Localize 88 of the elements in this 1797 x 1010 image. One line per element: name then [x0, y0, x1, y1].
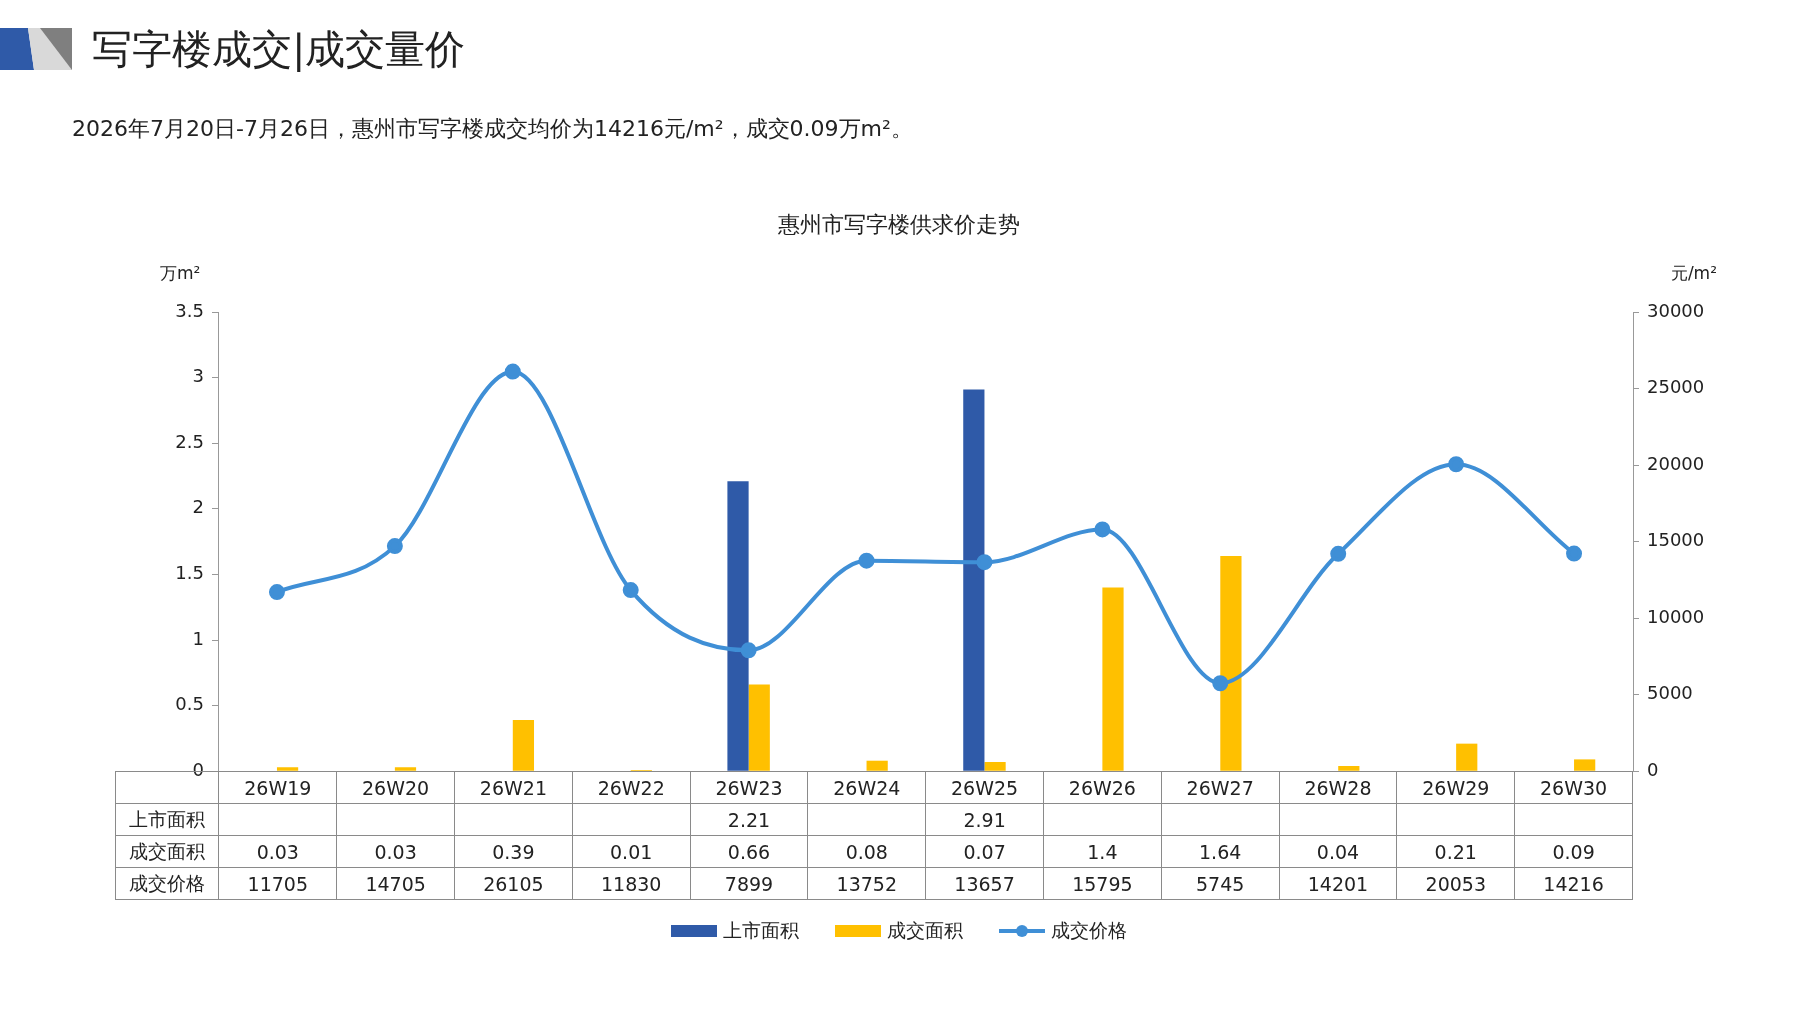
y-tick-label: 0.5 [175, 693, 204, 715]
data-label: 0.07 [925, 835, 1044, 868]
data-label: 11705 [218, 867, 337, 900]
x-tick-label: 26W30 [1514, 771, 1633, 804]
data-label: 0.39 [454, 835, 573, 868]
point [1094, 521, 1111, 538]
x-tick-label: 26W25 [925, 771, 1044, 804]
data-label: 0.21 [1396, 835, 1515, 868]
data-label: 0.66 [690, 835, 808, 868]
data-label: 7899 [690, 867, 808, 900]
data-label: 14216 [1514, 867, 1633, 900]
chart-title: 惠州市写字楼供求价走势 [776, 211, 1021, 239]
point [1212, 675, 1229, 692]
y2-tick-label: 15000 [1647, 529, 1705, 551]
data-label: 5745 [1161, 867, 1280, 900]
y2-axis-title: 元/m² [1670, 262, 1717, 285]
data-label: 0.04 [1279, 835, 1397, 868]
bar [1102, 587, 1124, 771]
bar [1338, 765, 1360, 771]
y2-tick-label: 0 [1647, 758, 1659, 780]
text: 写字楼成交|成交量价 [92, 25, 466, 74]
data-label: 14201 [1279, 867, 1397, 900]
point [1448, 456, 1465, 473]
text: 2026年7月20日-7月26日，惠州市写字楼成交均价为14216元/m²，成交0.09万m²。 [72, 115, 913, 143]
point [622, 582, 639, 599]
x-tick-label: 26W28 [1279, 771, 1397, 804]
y-tick-label: 2.5 [175, 430, 204, 452]
y-tick-label: 3 [192, 365, 204, 387]
y2-tick-label: 20000 [1647, 452, 1705, 474]
data-label: 11830 [572, 867, 691, 900]
text: 成交面积 [129, 839, 206, 862]
x-tick-label: 26W20 [336, 771, 455, 804]
bar [394, 767, 417, 771]
legend-label: 成交面积 [886, 918, 963, 944]
data-label: 26105 [454, 867, 573, 900]
bar [866, 760, 888, 771]
data-label: 20053 [1396, 867, 1515, 900]
y-tick-label: 2 [192, 496, 204, 518]
data-label: 14705 [336, 867, 455, 900]
bar [963, 389, 985, 771]
data-label: 13657 [925, 867, 1044, 900]
y-axis-title: 万m² [160, 262, 201, 285]
point [976, 554, 993, 571]
bar [1574, 759, 1596, 771]
bar [984, 762, 1006, 771]
data-label: 0.09 [1514, 835, 1633, 868]
point [386, 538, 403, 555]
y-tick-label: 1.5 [175, 562, 204, 584]
y-tick-label: 1 [192, 627, 204, 649]
text: 上市面积 [129, 807, 206, 830]
x-tick-label: 26W19 [218, 771, 337, 804]
point [268, 584, 285, 601]
point [858, 552, 875, 569]
point [740, 642, 757, 659]
data-label: 0.03 [218, 835, 337, 868]
point [1566, 545, 1583, 562]
bar [276, 767, 299, 771]
data-label: 2.21 [690, 803, 808, 836]
bar [1220, 556, 1242, 771]
x-tick-label: 26W27 [1161, 771, 1280, 804]
x-tick-label: 26W21 [454, 771, 573, 804]
legend-label: 上市面积 [722, 918, 799, 944]
y-tick-label: 3.5 [175, 299, 204, 321]
data-label: 0.03 [336, 835, 455, 868]
text: 成交价格 [129, 871, 206, 894]
point [504, 363, 521, 380]
x-tick-label: 26W29 [1396, 771, 1515, 804]
data-label: 13752 [807, 867, 926, 900]
data-label: 15795 [1043, 867, 1162, 900]
data-label: 2.91 [925, 803, 1044, 836]
y2-tick-label: 30000 [1647, 299, 1705, 321]
data-label: 0.01 [572, 835, 691, 868]
data-label: 0.08 [807, 835, 926, 868]
legend-label: 成交价格 [1050, 918, 1127, 944]
y2-tick-label: 25000 [1647, 376, 1705, 398]
x-tick-label: 26W26 [1043, 771, 1162, 804]
y2-tick-label: 5000 [1647, 682, 1693, 704]
data-label: 1.4 [1043, 835, 1162, 868]
bar [748, 684, 770, 771]
x-tick-label: 26W22 [572, 771, 691, 804]
point [1330, 545, 1347, 562]
x-tick-label: 26W24 [807, 771, 926, 804]
data-label: 1.64 [1161, 835, 1280, 868]
x-tick-label: 26W23 [690, 771, 808, 804]
bar [727, 481, 749, 771]
bar [512, 720, 535, 771]
bar [1456, 743, 1478, 771]
y2-tick-label: 10000 [1647, 605, 1705, 627]
